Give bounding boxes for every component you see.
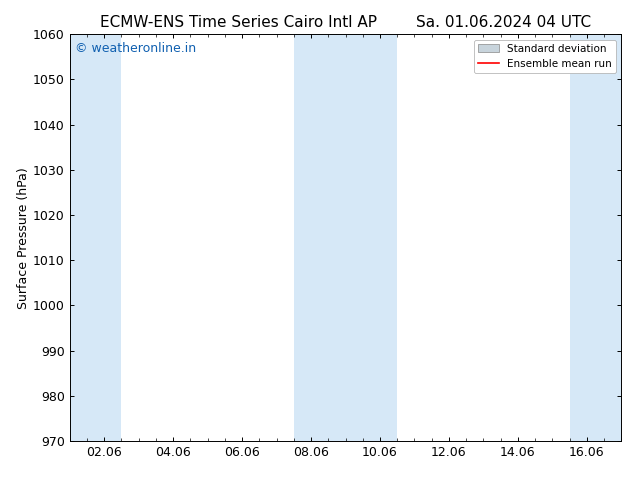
Y-axis label: Surface Pressure (hPa): Surface Pressure (hPa)	[17, 167, 30, 309]
Bar	[70, 34, 122, 441]
Text: © weatheronline.in: © weatheronline.in	[75, 43, 197, 55]
Legend: Standard deviation, Ensemble mean run: Standard deviation, Ensemble mean run	[474, 40, 616, 73]
Bar	[569, 34, 621, 441]
Bar	[294, 34, 398, 441]
Title: ECMW-ENS Time Series Cairo Intl AP        Sa. 01.06.2024 04 UTC: ECMW-ENS Time Series Cairo Intl AP Sa. 0…	[100, 15, 591, 30]
